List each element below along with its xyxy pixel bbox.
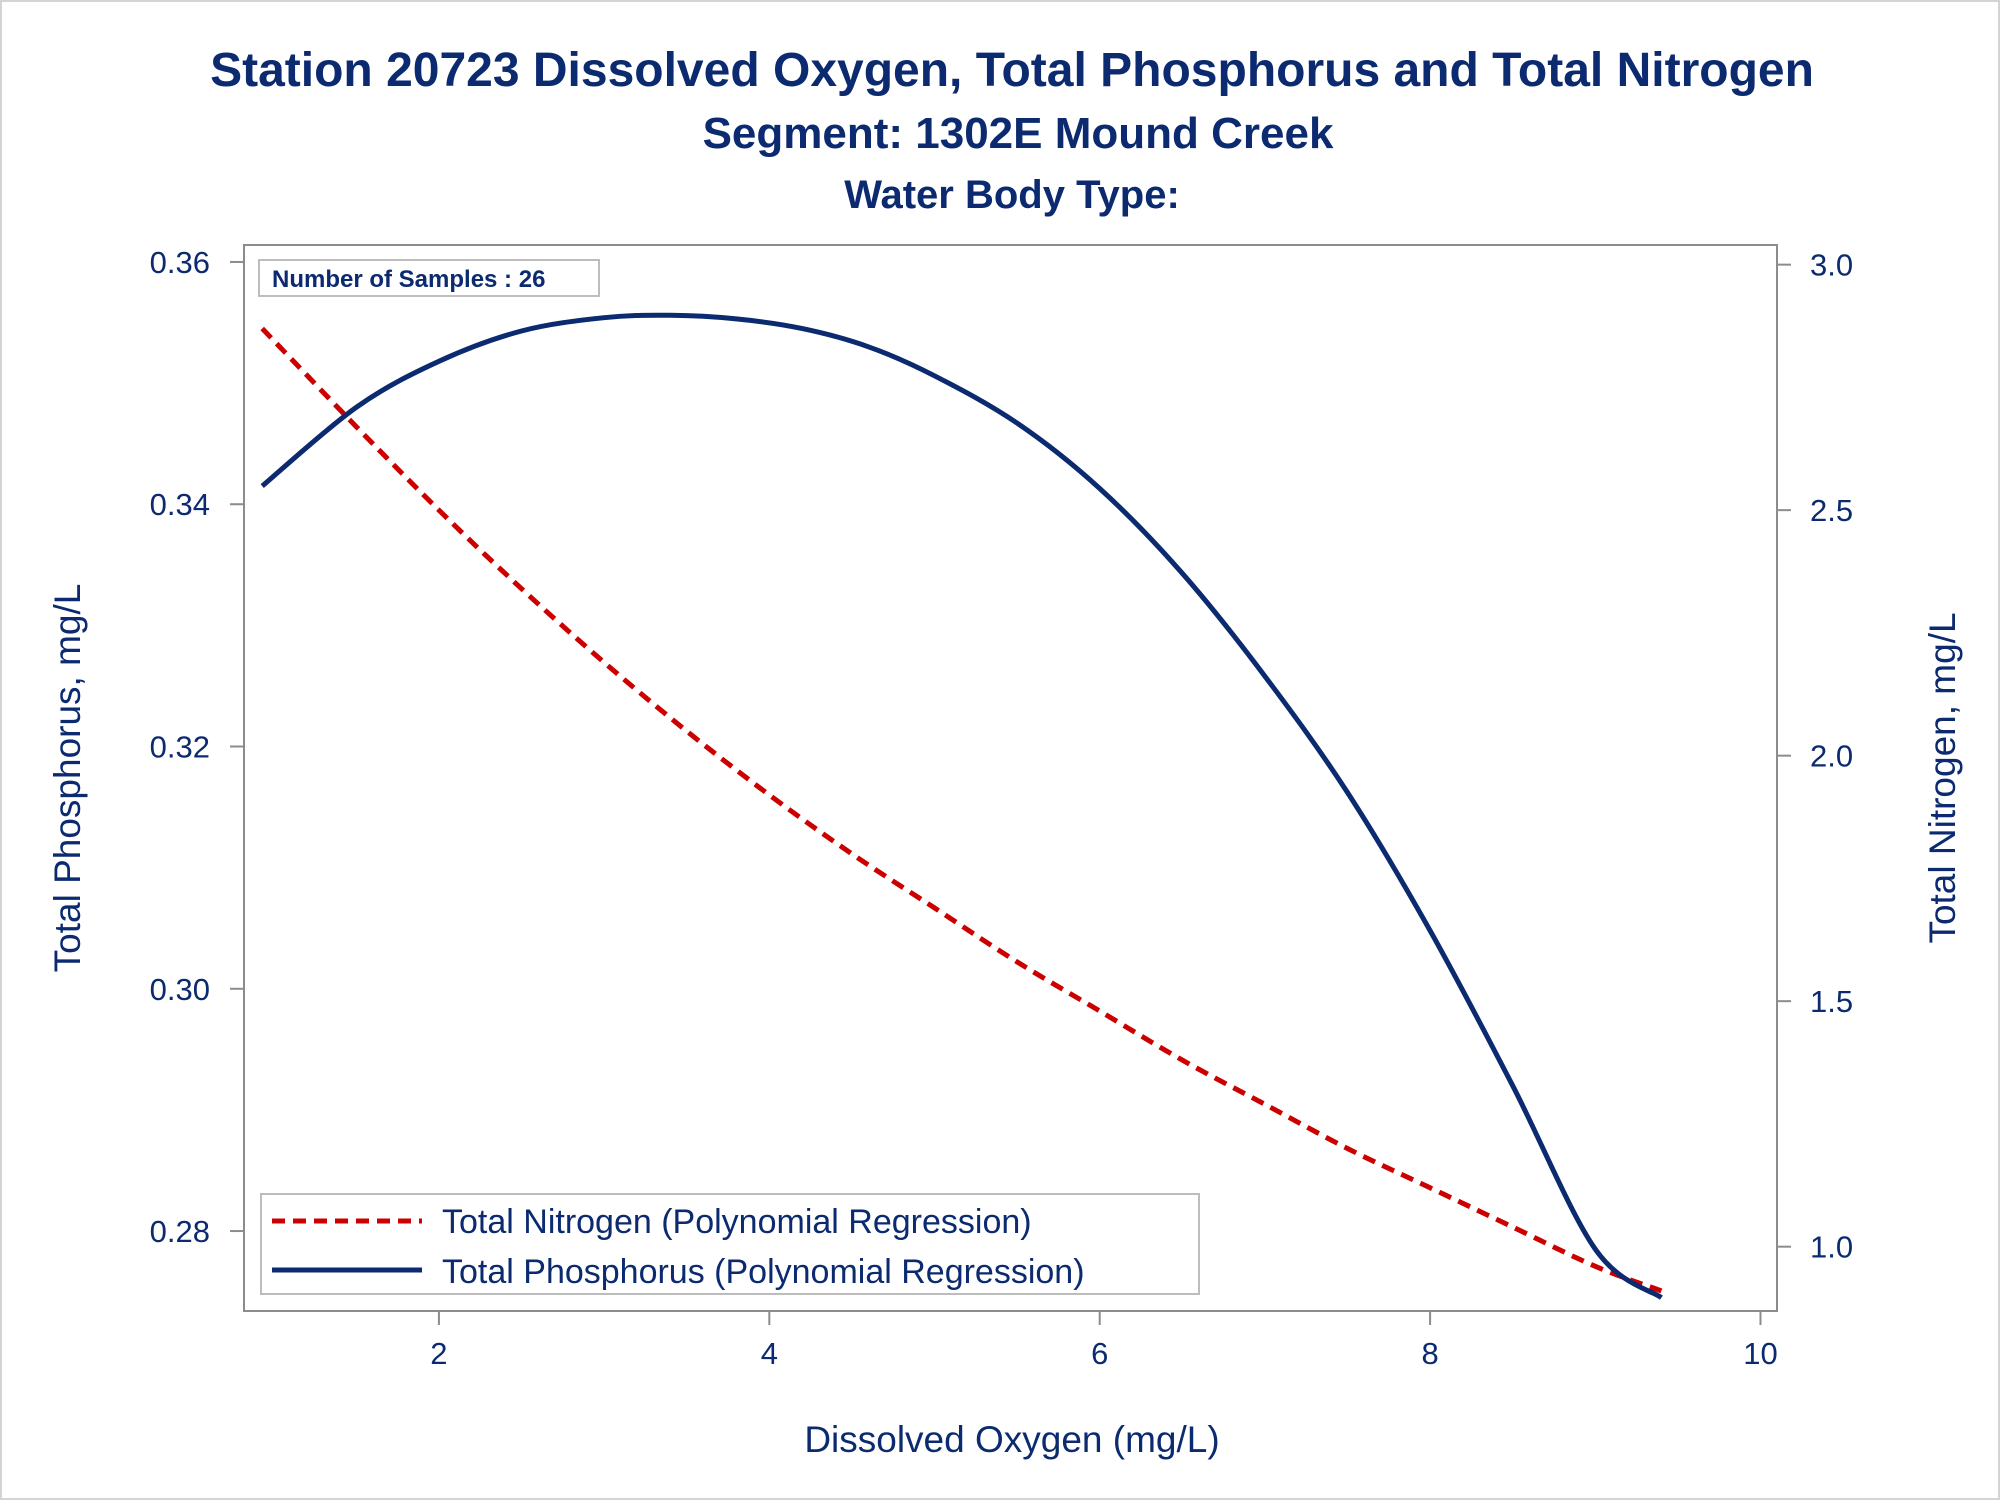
y-left-tick-label: 0.36: [150, 245, 210, 280]
y-right-tick-label: 2.0: [1810, 739, 1853, 774]
y-left-tick-label: 0.32: [150, 730, 210, 765]
chart-subtitle: Segment: 1302E Mound Creek: [703, 109, 1334, 158]
series-layer: [260, 312, 1663, 1300]
y-axis-left-label: Total Phosphorus, mg/L: [47, 584, 88, 973]
y-right-tick-label: 1.5: [1810, 984, 1853, 1019]
chart-subtitle-2: Water Body Type:: [844, 173, 1180, 217]
chart-title: Station 20723 Dissolved Oxygen, Total Ph…: [210, 44, 1814, 97]
sample-count-box: [258, 259, 600, 297]
legend-box: [260, 1193, 1200, 1295]
x-tick-label: 4: [761, 1336, 778, 1371]
y-left-tick-label: 0.30: [150, 972, 210, 1007]
series-line-total-nitrogen: [260, 326, 1663, 1294]
x-tick-label: 2: [430, 1336, 447, 1371]
legend-label-phosphorus: Total Phosphorus (Polynomial Regression): [442, 1253, 1085, 1291]
x-tick-label: 10: [1743, 1336, 1777, 1371]
sample-count-label: Number of Samples : 26: [272, 266, 545, 293]
y-axis-left: 0.28 0.30 0.32 0.34 0.36: [150, 245, 244, 1249]
y-right-tick-label: 3.0: [1810, 248, 1853, 283]
y-axis-right-label: Total Nitrogen, mg/L: [1922, 612, 1963, 943]
x-tick-label: 8: [1421, 1336, 1438, 1371]
plot-area: [243, 244, 1778, 1312]
y-axis-right: 1.0 1.5 2.0 2.5 3.0: [1777, 248, 1853, 1265]
y-right-tick-label: 1.0: [1810, 1230, 1853, 1265]
y-right-tick-label: 2.5: [1810, 493, 1853, 528]
y-left-tick-label: 0.28: [150, 1214, 210, 1249]
series-line-total-phosphorus: [260, 312, 1663, 1300]
x-axis: 2 4 6 8 10: [430, 1311, 1778, 1371]
y-left-tick-label: 0.34: [150, 487, 210, 522]
legend-label-nitrogen: Total Nitrogen (Polynomial Regression): [442, 1203, 1032, 1241]
x-tick-label: 6: [1091, 1336, 1108, 1371]
x-axis-label: Dissolved Oxygen (mg/L): [804, 1419, 1219, 1460]
